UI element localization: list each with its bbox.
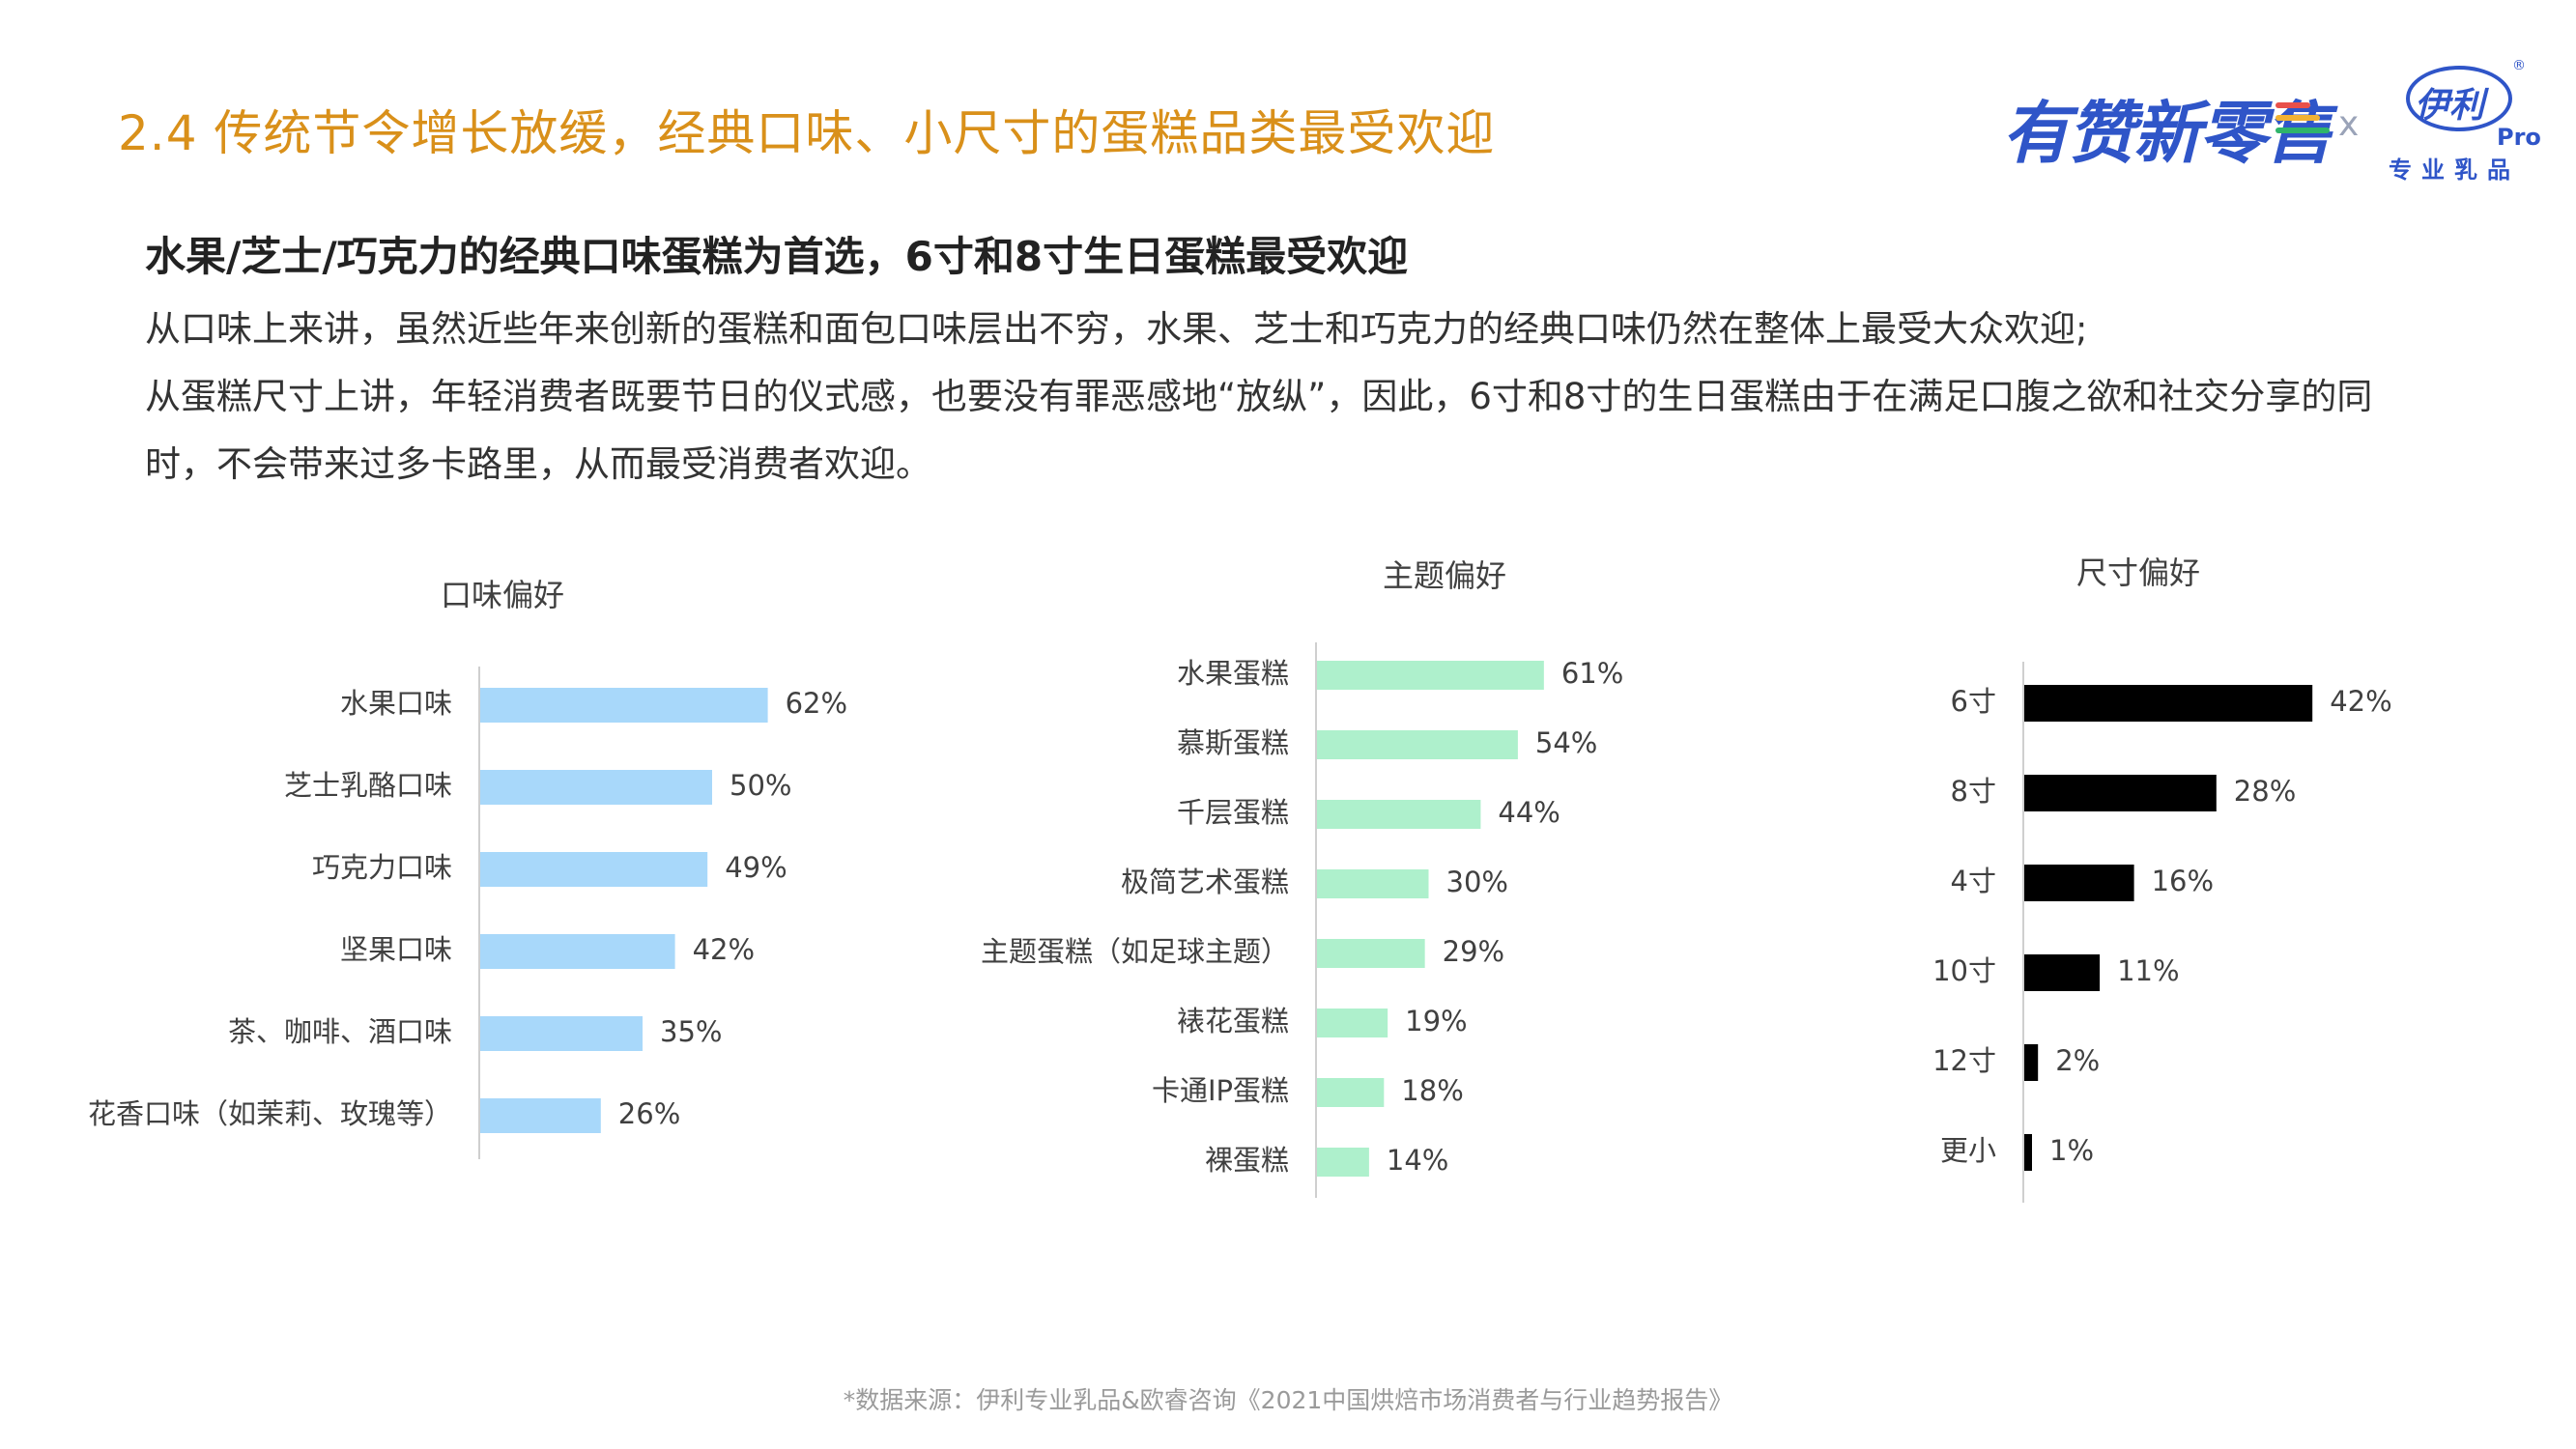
flavor-preference-chart: 口味偏好水果口味 62% 芝士乳酪口味 50% 巧克力口味 49% 坚果口味 42% 茶、咖啡、…: [0, 541, 870, 1198]
registered-mark: ®: [2512, 58, 2526, 73]
size-chart-svg: 尺寸偏好 6寸 42% 8寸 28% 4寸 16% 10寸 11% 12寸 2% 更小 1%: [1932, 554, 2392, 1203]
page-title: 2.4 传统节令增长放缓，经典口味、小尺寸的蛋糕品类最受欢迎: [118, 105, 1496, 161]
data-label: 49%: [725, 851, 787, 884]
category-label: 4寸: [1951, 865, 1996, 897]
bar: [480, 770, 712, 805]
theme-preference-chart: 主题偏好水果蛋糕 61% 慕斯蛋糕 54% 千层蛋糕 44% 极简艺术蛋糕 30% 主题蛋糕（如…: [928, 541, 1817, 1217]
data-label: 1%: [2049, 1134, 2094, 1167]
bar: [2024, 1044, 2039, 1081]
bar: [2024, 1134, 2032, 1171]
bar: [480, 852, 708, 887]
data-label: 62%: [786, 687, 847, 720]
category-label: 茶、咖啡、酒口味: [228, 1015, 452, 1048]
cross-separator: x: [2338, 104, 2360, 144]
data-label: 14%: [1387, 1144, 1448, 1177]
category-label: 水果口味: [340, 687, 452, 720]
data-label: 61%: [1561, 657, 1623, 690]
yili-badge-icon: [2406, 66, 2512, 131]
data-label: 50%: [730, 769, 791, 802]
category-label: 坚果口味: [340, 933, 452, 966]
paragraph-flavor: 从口味上来讲，虽然近些年来创新的蛋糕和面包口味层出不穷，水果、芝士和巧克力的经典…: [145, 308, 2088, 350]
data-label: 54%: [1535, 726, 1597, 759]
bar: [1317, 1148, 1369, 1177]
bar: [2024, 775, 2217, 811]
bar: [1317, 800, 1481, 829]
category-label: 10寸: [1932, 954, 1996, 987]
data-label: 29%: [1443, 935, 1504, 968]
data-label: 11%: [2117, 954, 2179, 987]
category-label: 慕斯蛋糕: [1177, 726, 1289, 759]
bar: [480, 934, 675, 969]
data-label: 42%: [693, 933, 755, 966]
category-label: 千层蛋糕: [1177, 796, 1289, 829]
category-label: 花香口味（如茉莉、玫瑰等）: [88, 1097, 452, 1130]
data-label: 26%: [618, 1097, 680, 1130]
bar: [480, 1016, 643, 1051]
data-label: 35%: [660, 1015, 722, 1048]
category-label: 更小: [1940, 1134, 1996, 1167]
category-label: 裱花蛋糕: [1177, 1005, 1289, 1037]
bar: [1317, 730, 1518, 759]
category-label: 巧克力口味: [312, 851, 452, 884]
bar: [480, 1098, 601, 1133]
paragraph-size-line2: 时，不会带来过多卡路里，从而最受消费者欢迎。: [145, 443, 931, 485]
size-preference-chart: 尺寸偏好 6寸 42% 8寸 28% 4寸 16% 10寸 11% 12寸 2% 更小 1%: [1875, 541, 2532, 1208]
data-label: 42%: [2330, 685, 2391, 718]
chart-title: 口味偏好: [441, 577, 564, 613]
category-label: 芝士乳酪口味: [284, 769, 452, 802]
category-label: 主题蛋糕（如足球主题）: [981, 935, 1289, 968]
bar: [480, 688, 768, 723]
bar: [1317, 939, 1425, 968]
data-label: 28%: [2234, 775, 2296, 808]
chart-title: 主题偏好: [1383, 557, 1506, 594]
data-label: 2%: [2055, 1044, 2100, 1077]
paragraph-size-line1: 从蛋糕尺寸上讲，年轻消费者既要节日的仪式感，也要没有罪恶感地“放纵”，因此，6寸…: [145, 376, 2373, 417]
yili-sub-label: 专业乳品: [2389, 156, 2520, 184]
bar: [2024, 685, 2313, 722]
yili-logo-text: 伊利: [2415, 86, 2485, 126]
yili-pro-label: Pro: [2497, 124, 2541, 151]
bar: [2024, 865, 2134, 901]
data-label: 18%: [1401, 1074, 1463, 1107]
category-label: 水果蛋糕: [1177, 657, 1289, 690]
data-label: 30%: [1446, 866, 1508, 898]
category-label: 12寸: [1932, 1044, 1996, 1077]
section-subtitle: 水果/芝士/巧克力的经典口味蛋糕为首选，6寸和8寸生日蛋糕最受欢迎: [145, 233, 1409, 280]
brand-stripes-icon: [2275, 102, 2330, 149]
data-label: 16%: [2152, 865, 2214, 897]
category-label: 卡通IP蛋糕: [1152, 1074, 1289, 1107]
category-label: 极简艺术蛋糕: [1121, 866, 1289, 898]
bar: [1317, 661, 1544, 690]
category-label: 裸蛋糕: [1205, 1144, 1289, 1177]
chart-title: 尺寸偏好: [2076, 554, 2200, 591]
data-label: 44%: [1498, 796, 1560, 829]
bar: [2024, 954, 2101, 991]
bar: [1317, 1009, 1388, 1037]
data-label: 19%: [1405, 1005, 1467, 1037]
category-label: 8寸: [1951, 775, 1996, 808]
data-source-footnote: *数据来源：伊利专业乳品&欧睿咨询《2021中国烘焙市场消费者与行业趋势报告》: [843, 1386, 1733, 1414]
bar: [1317, 869, 1429, 898]
bar: [1317, 1078, 1385, 1107]
category-label: 6寸: [1951, 685, 1996, 718]
